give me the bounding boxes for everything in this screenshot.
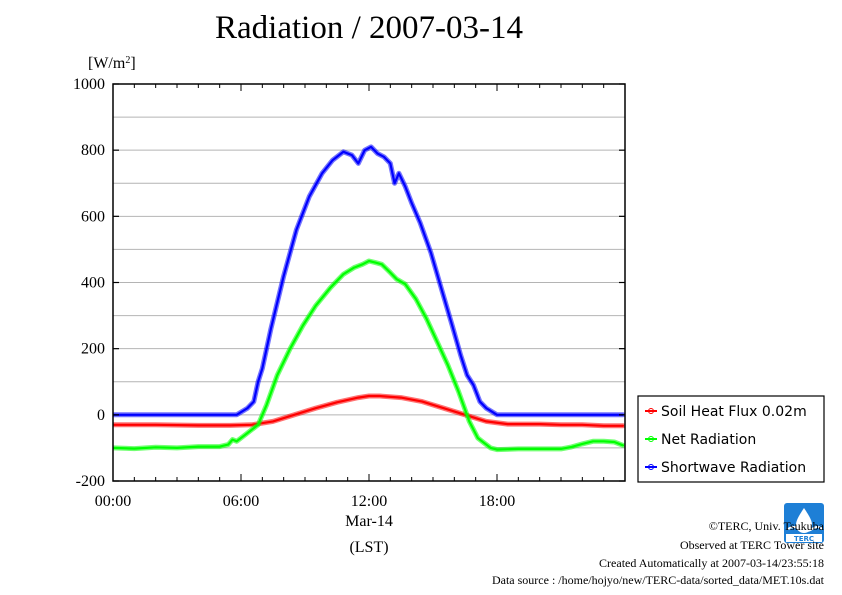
legend-marker: [648, 436, 654, 442]
x-axis-date-label: Mar-14: [345, 513, 393, 530]
legend: Soil Heat Flux 0.02m Net Radiation Shortwa…: [637, 395, 825, 483]
x-tick-label: 06:00: [223, 493, 259, 510]
x-axis-label: (LST): [349, 539, 388, 556]
y-tick-label: 1000: [73, 76, 105, 93]
legend-marker: [648, 464, 654, 470]
x-tick-label: 00:00: [95, 493, 131, 510]
y-tick-label: 400: [81, 275, 105, 292]
legend-label: Shortwave Radiation: [661, 460, 806, 476]
series-line-2: [113, 145, 625, 416]
x-tick-label: 18:00: [479, 493, 515, 510]
observed-text: Observed at TERC Tower site: [679, 538, 824, 552]
created-text: Created Automatically at 2007-03-14/23:5…: [599, 556, 824, 570]
y-tick-label: 200: [81, 341, 105, 358]
y-tick-label: 0: [97, 407, 105, 424]
legend-label: Net Radiation: [661, 432, 756, 448]
terc-logo-icon: TERC: [784, 503, 824, 543]
page-title: Radiation / 2007-03-14: [215, 10, 523, 46]
copyright-text: ©TERC, Univ. Tsukuba: [708, 519, 824, 533]
y-tick-label: -200: [76, 473, 105, 490]
series-band-2: [113, 144, 625, 418]
svg-text:TERC: TERC: [794, 535, 814, 543]
series-band-1: [113, 258, 625, 453]
series-layer: [113, 144, 625, 453]
y-axis-unit: [W/m2]: [88, 55, 136, 73]
axis-ticks: -200 0 200 400 600 800 1000 00:00 06:00 12:00 18:0…: [73, 76, 626, 510]
y-tick-label: 800: [81, 142, 105, 159]
x-tick-label: 12:00: [351, 493, 387, 510]
series-line-1: [113, 259, 625, 451]
series-line-0: [113, 394, 625, 427]
legend-box: [637, 395, 825, 483]
legend-marker: [648, 408, 654, 414]
data-source-text: Data source : /home/hojyo/new/TERC-data/…: [491, 573, 824, 587]
legend-label: Soil Heat Flux 0.02m: [661, 404, 807, 420]
y-tick-label: 600: [81, 208, 105, 225]
series-band-0: [113, 393, 625, 429]
